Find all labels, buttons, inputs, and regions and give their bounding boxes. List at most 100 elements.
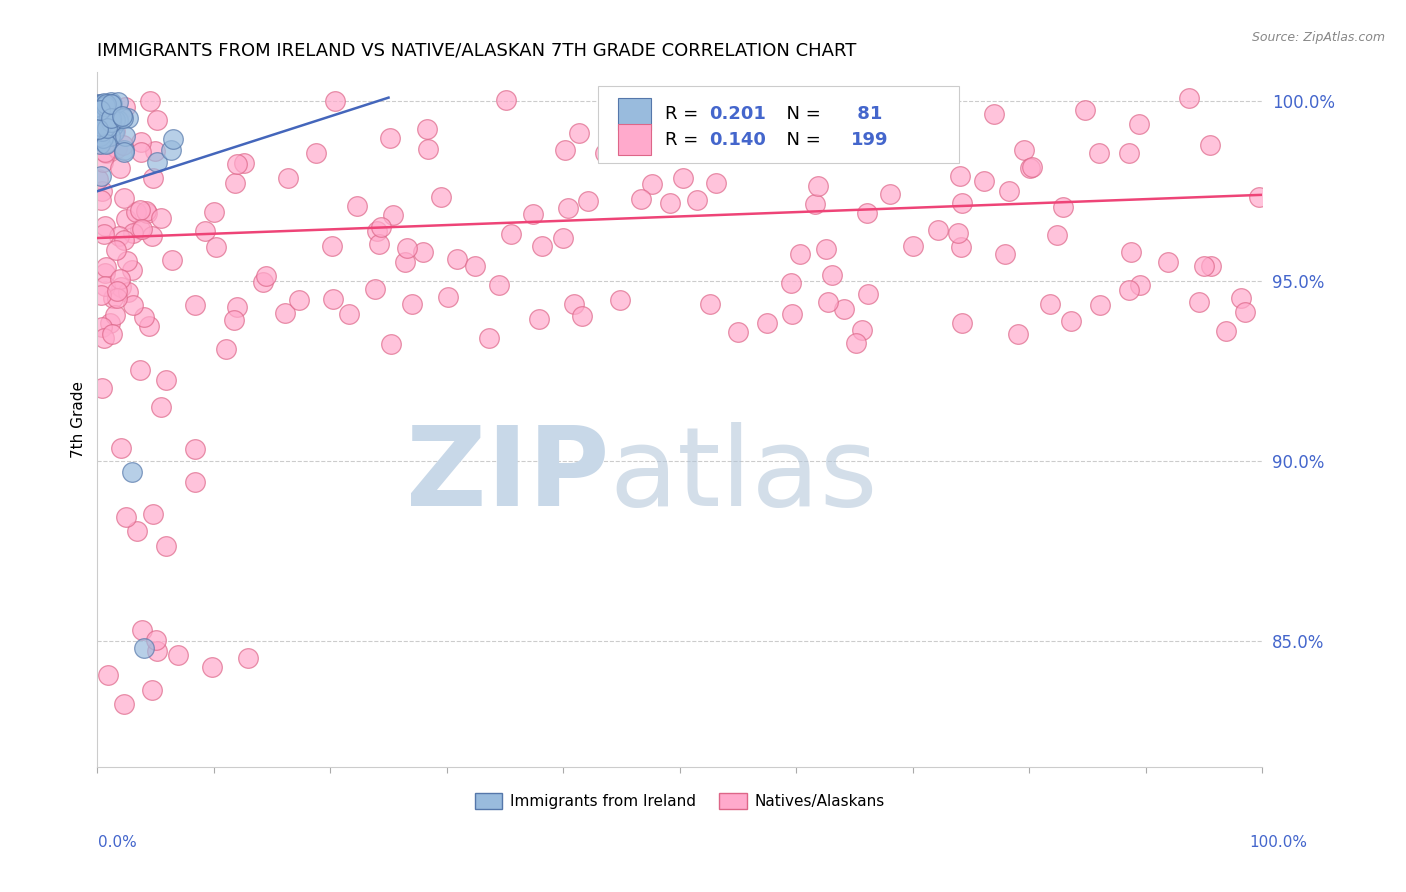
- Point: [112, 112, 135, 126]
- Point: [983, 107, 1005, 121]
- Point: [658, 196, 681, 211]
- Text: 0.0%: 0.0%: [98, 836, 138, 850]
- Point: [950, 196, 973, 211]
- Point: [107, 95, 129, 109]
- Point: [1039, 297, 1062, 311]
- Point: [141, 683, 163, 698]
- Point: [380, 337, 402, 351]
- Point: [91, 130, 114, 145]
- Point: [89, 99, 111, 113]
- Point: [1230, 291, 1253, 305]
- Point: [110, 279, 132, 293]
- Point: [98, 128, 121, 143]
- Point: [105, 141, 128, 155]
- Point: [141, 228, 163, 243]
- Point: [101, 119, 124, 133]
- Point: [1074, 103, 1097, 117]
- Point: [305, 145, 328, 160]
- Point: [91, 107, 114, 121]
- Point: [1233, 305, 1256, 319]
- Point: [856, 286, 879, 301]
- Point: [87, 97, 110, 112]
- Point: [215, 342, 238, 356]
- Point: [382, 208, 405, 222]
- Point: [90, 127, 112, 141]
- Point: [104, 244, 127, 258]
- Point: [100, 95, 122, 110]
- Point: [530, 238, 553, 252]
- Point: [323, 94, 346, 108]
- Point: [780, 276, 803, 290]
- Point: [90, 101, 112, 115]
- Point: [107, 112, 129, 127]
- Point: [86, 118, 108, 132]
- Point: [755, 316, 778, 330]
- Point: [93, 96, 115, 111]
- Text: R =: R =: [665, 105, 703, 123]
- Point: [135, 204, 157, 219]
- Point: [90, 104, 112, 119]
- Point: [115, 509, 138, 524]
- Point: [416, 142, 439, 156]
- Point: [90, 133, 112, 147]
- Point: [879, 186, 901, 201]
- Point: [90, 116, 112, 130]
- Point: [146, 113, 169, 128]
- Point: [973, 173, 995, 187]
- Point: [96, 145, 118, 160]
- Point: [527, 311, 550, 326]
- Point: [366, 224, 388, 238]
- Point: [108, 229, 131, 244]
- Point: [522, 207, 544, 221]
- Point: [91, 106, 114, 120]
- Point: [146, 643, 169, 657]
- Point: [117, 111, 139, 125]
- Point: [127, 524, 149, 538]
- Point: [86, 113, 108, 128]
- Point: [89, 133, 111, 147]
- Point: [94, 136, 117, 151]
- Point: [114, 129, 136, 144]
- Point: [89, 117, 111, 131]
- Point: [94, 107, 117, 121]
- Point: [1198, 138, 1220, 153]
- Point: [950, 317, 973, 331]
- Point: [100, 115, 122, 129]
- Point: [225, 157, 247, 171]
- Text: ZIP: ZIP: [406, 422, 610, 529]
- Point: [146, 155, 169, 169]
- Point: [551, 231, 574, 245]
- Point: [609, 293, 631, 308]
- Point: [167, 648, 190, 662]
- Point: [86, 109, 108, 123]
- Point: [94, 107, 117, 121]
- Point: [89, 98, 111, 112]
- Point: [87, 110, 110, 124]
- Point: [367, 236, 389, 251]
- Point: [108, 161, 131, 175]
- Point: [162, 132, 184, 146]
- Point: [115, 254, 138, 268]
- Point: [91, 100, 114, 114]
- Point: [94, 120, 117, 134]
- Point: [446, 252, 468, 267]
- Point: [96, 120, 118, 135]
- Point: [593, 145, 616, 160]
- Point: [90, 288, 112, 302]
- Point: [98, 109, 121, 123]
- Point: [89, 103, 111, 118]
- Point: [94, 279, 117, 293]
- Point: [762, 91, 785, 105]
- Point: [91, 124, 114, 138]
- Point: [150, 400, 173, 414]
- Text: IMMIGRANTS FROM IRELAND VS NATIVE/ALASKAN 7TH GRADE CORRELATION CHART: IMMIGRANTS FROM IRELAND VS NATIVE/ALASKA…: [97, 42, 856, 60]
- Point: [1128, 278, 1150, 293]
- Point: [97, 104, 120, 119]
- Point: [87, 172, 110, 186]
- Point: [184, 298, 207, 312]
- Point: [131, 624, 153, 638]
- Point: [89, 137, 111, 152]
- Point: [104, 124, 127, 138]
- Point: [105, 291, 128, 305]
- Point: [401, 297, 423, 311]
